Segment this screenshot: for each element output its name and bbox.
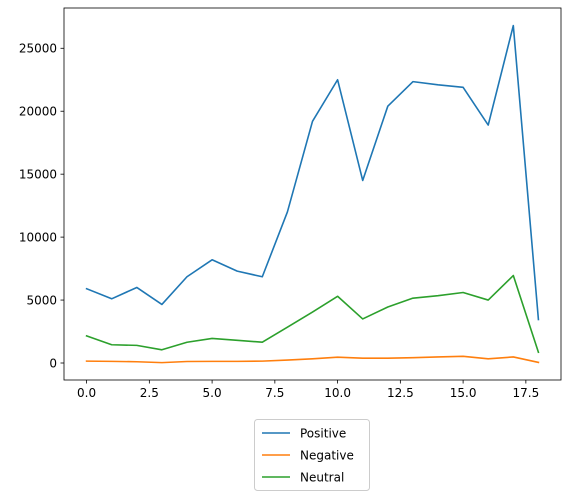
- x-tick-label: 12.5: [387, 386, 414, 400]
- x-tick-label: 7.5: [265, 386, 284, 400]
- legend: Positive Negative Neutral: [254, 419, 370, 491]
- y-tick-label: 20000: [19, 105, 57, 119]
- y-tick-label: 5000: [26, 293, 57, 307]
- legend-label-neutral: Neutral: [300, 471, 344, 485]
- y-tick-label: 0: [49, 356, 57, 370]
- legend-frame: [254, 419, 370, 491]
- y-tick-label: 15000: [19, 167, 57, 181]
- x-axis: 0.0 2.5 5.0 7.5 10.0 12.5 15.0 17.5: [77, 380, 539, 400]
- plot-frame: [63, 7, 562, 381]
- x-tick-label: 5.0: [203, 386, 222, 400]
- x-tick-label: 2.5: [140, 386, 159, 400]
- x-tick-label: 10.0: [324, 386, 351, 400]
- legend-label-positive: Positive: [300, 427, 346, 441]
- y-tick-label: 25000: [19, 42, 57, 56]
- y-axis: 0 5000 10000 15000 20000 25000: [19, 42, 64, 370]
- series-layer: [85, 24, 540, 364]
- x-tick-label: 0.0: [77, 386, 96, 400]
- x-tick-label: 15.0: [450, 386, 477, 400]
- y-tick-label: 10000: [19, 230, 57, 244]
- legend-label-negative: Negative: [300, 449, 354, 463]
- x-tick-label: 17.5: [512, 386, 539, 400]
